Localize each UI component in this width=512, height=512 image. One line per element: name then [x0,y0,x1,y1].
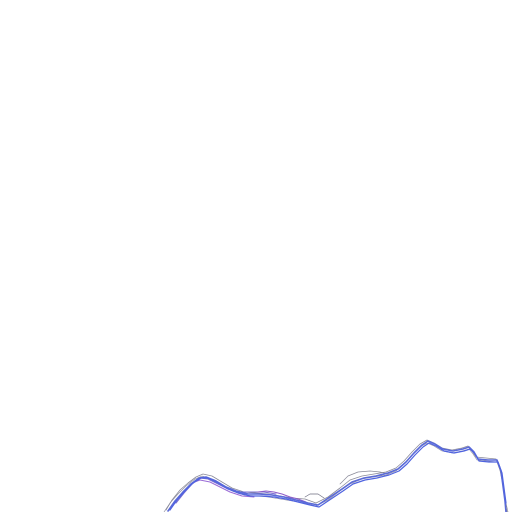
river-main-channel [168,441,506,512]
river-outline-strand [164,443,508,512]
river-outline-strand [305,494,324,498]
river-main-channel [170,443,506,510]
